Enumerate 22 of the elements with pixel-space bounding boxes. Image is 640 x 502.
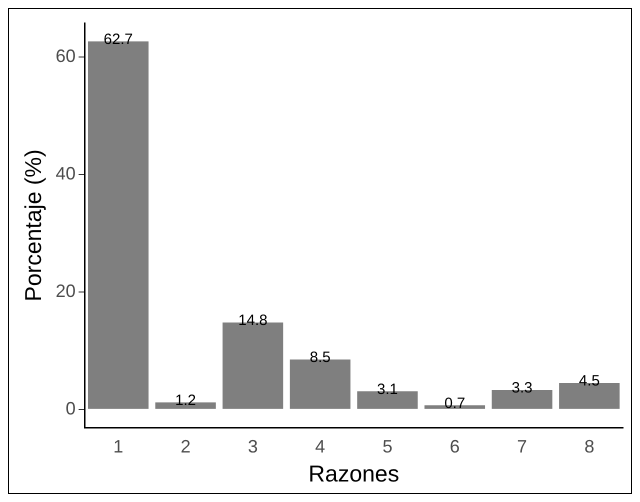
y-tick-label: 20 xyxy=(56,280,76,301)
x-tick-label: 6 xyxy=(450,436,460,457)
x-tick-label: 7 xyxy=(517,436,528,457)
y-tick-label: 60 xyxy=(56,46,76,66)
y-axis-title: Porcentaje (%) xyxy=(20,149,46,302)
x-tick-label: 4 xyxy=(315,436,326,457)
data-label: 14.8 xyxy=(238,312,268,330)
data-label: 4.5 xyxy=(578,372,600,390)
data-label: 8.5 xyxy=(310,349,331,366)
x-tick-label: 8 xyxy=(584,436,594,457)
data-label: 1.2 xyxy=(175,392,196,409)
data-label: 0.7 xyxy=(444,394,466,412)
data-label: 3.1 xyxy=(377,380,398,398)
x-tick-label: 2 xyxy=(180,436,191,457)
x-axis-title: Razones xyxy=(308,460,400,487)
y-tick-label: 40 xyxy=(56,164,76,184)
x-tick-label: 1 xyxy=(113,436,124,457)
data-label: 62.7 xyxy=(104,31,133,48)
data-label: 3.3 xyxy=(512,380,532,397)
x-tick-label: 3 xyxy=(248,436,258,457)
y-tick-label: 0 xyxy=(66,398,76,418)
x-tick-label: 5 xyxy=(382,436,392,457)
